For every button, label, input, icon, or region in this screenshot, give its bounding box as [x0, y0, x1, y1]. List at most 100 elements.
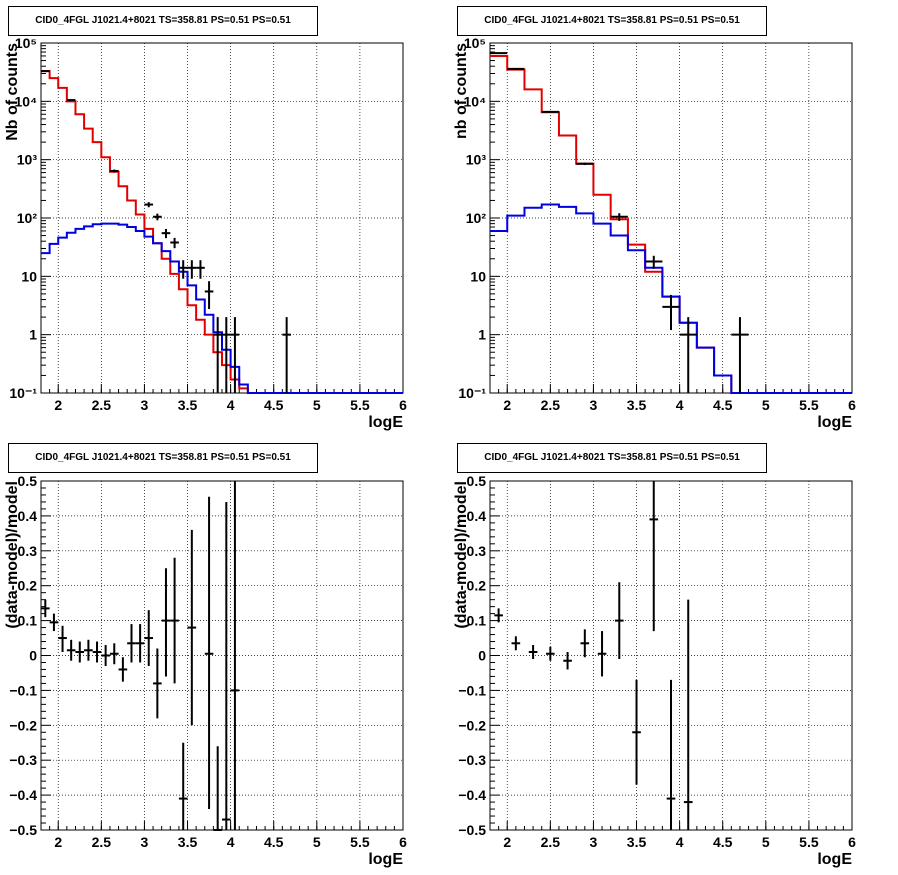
data-point	[161, 568, 171, 677]
x-tick-label: 5.5	[350, 834, 370, 850]
chart-svg-counts-left: 2 2.5 3 3.5 4 4.5 5 5.5 6 10⁻¹ 1 10 10² 10³ 10⁴ 10⁵ logE…	[4, 35, 407, 431]
data-point	[230, 481, 240, 830]
data-point	[576, 162, 594, 166]
data-point	[178, 260, 188, 279]
chart-svg-counts-right: 2 2.5 3 3.5 4 4.5 5 5.5 6 10⁻¹ 1 10 10² 10³ 10⁴ 10⁵ logE…	[453, 35, 856, 431]
y-tick-label: 10⁻¹	[458, 385, 486, 401]
y-axis-label: Nb of counts	[4, 43, 21, 141]
x-tick-label: 2	[54, 397, 62, 413]
data-point	[632, 679, 641, 785]
data-point	[187, 529, 197, 726]
y-tick-label: −0.5	[458, 822, 486, 838]
data-point	[118, 657, 128, 682]
histogram-series-blue	[41, 222, 403, 394]
x-tick-label: 4	[227, 834, 235, 850]
y-tick-label: 1	[29, 327, 37, 343]
x-tick-label: 3	[141, 834, 149, 850]
y-tick-label: 0.5	[18, 473, 38, 489]
y-tick-label: −0.1	[458, 682, 486, 698]
data-point	[213, 317, 222, 393]
x-tick-label: 2.5	[541, 397, 561, 413]
data-point	[222, 501, 231, 830]
x-tick-label: 3	[590, 834, 598, 850]
x-axis-label: logE	[817, 414, 852, 431]
x-axis-label: logE	[817, 851, 852, 868]
data-point	[135, 624, 145, 663]
x-tick-label: 3.5	[178, 834, 198, 850]
y-tick-label: 1	[478, 327, 486, 343]
data-point	[109, 169, 119, 173]
y-tick-label: −0.4	[9, 787, 37, 803]
data-point	[731, 317, 749, 393]
chart-panel-residuals-right: 2 2.5 3 3.5 4 4.5 5 5.5 6 −0.5 −0.4 −0.3 −0.2 −0.1 0 0.…	[449, 437, 898, 875]
y-tick-label: −0.1	[9, 682, 37, 698]
chart-title: CID0_4FGL J1021.4+8021 TS=358.81 PS=0.51…	[8, 6, 318, 36]
x-tick-label: 5	[313, 397, 321, 413]
chart-panel-counts-left: 2 2.5 3 3.5 4 4.5 5 5.5 6 10⁻¹ 1 10 10² 10³ 10⁴ 10⁵ logE…	[0, 0, 449, 437]
x-tick-label: 2.5	[541, 834, 561, 850]
y-tick-label: 0	[29, 648, 37, 664]
y-tick-label: 0.2	[18, 578, 38, 594]
x-tick-label: 3.5	[627, 397, 647, 413]
y-tick-label: 0.3	[18, 543, 38, 559]
chart-title: CID0_4FGL J1021.4+8021 TS=358.81 PS=0.51…	[8, 443, 318, 473]
data-point	[597, 631, 607, 677]
data-point	[528, 645, 538, 659]
chart-svg-residuals-right: 2 2.5 3 3.5 4 4.5 5 5.5 6 −0.5 −0.4 −0.3 −0.2 −0.1 0 0.…	[453, 473, 856, 868]
data-point	[222, 317, 231, 393]
data-point	[161, 228, 171, 239]
data-point	[153, 213, 162, 221]
data-point	[109, 643, 119, 665]
x-tick-label: 5	[762, 397, 770, 413]
x-tick-label: 2	[503, 834, 511, 850]
y-tick-label: 0.1	[18, 613, 38, 629]
data-point	[187, 260, 197, 279]
data-point	[66, 639, 76, 661]
data-point	[494, 608, 503, 623]
data-point	[144, 202, 154, 208]
data-point	[49, 613, 59, 632]
chart-panel-counts-right: 2 2.5 3 3.5 4 4.5 5 5.5 6 10⁻¹ 1 10 10² 10³ 10⁴ 10⁵ logE…	[449, 0, 898, 437]
x-axis-label: logE	[368, 414, 403, 431]
chart-panel-residuals-left: 2 2.5 3 3.5 4 4.5 5 5.5 6 −0.5 −0.4 −0.3 −0.2 −0.1 0 0.…	[0, 437, 449, 875]
x-tick-label: 5.5	[350, 397, 370, 413]
data-point	[204, 281, 214, 310]
data-point	[645, 255, 663, 269]
y-tick-label: 10³	[466, 152, 487, 168]
x-tick-label: 2.5	[92, 834, 112, 850]
data-point	[84, 639, 93, 661]
data-point	[170, 237, 179, 249]
x-tick-label: 5.5	[799, 397, 819, 413]
data-point	[507, 67, 525, 70]
x-tick-label: 4.5	[264, 397, 284, 413]
data-point	[563, 652, 572, 670]
x-tick-label: 6	[848, 834, 856, 850]
histogram-series-blue	[490, 203, 852, 394]
y-tick-label: 10⁵	[464, 35, 486, 51]
data-point	[101, 645, 110, 666]
x-tick-label: 5.5	[799, 834, 819, 850]
data-point	[666, 679, 676, 830]
y-axis-label: (data-model)/model	[4, 481, 21, 629]
x-tick-label: 4	[227, 397, 235, 413]
y-tick-label: 0.4	[18, 508, 38, 524]
data-point	[153, 648, 162, 719]
y-tick-label: −0.5	[9, 822, 37, 838]
y-tick-label: 10⁴	[15, 93, 38, 109]
x-tick-label: 2	[503, 397, 511, 413]
chart-title: CID0_4FGL J1021.4+8021 TS=358.81 PS=0.51…	[457, 443, 767, 473]
data-point	[541, 110, 559, 113]
x-tick-label: 4.5	[264, 834, 284, 850]
x-axis-label: logE	[368, 851, 403, 868]
y-tick-label: 0.3	[467, 543, 487, 559]
data-point	[490, 52, 508, 55]
data-point	[546, 646, 555, 661]
x-tick-label: 4	[676, 834, 684, 850]
y-tick-label: 10	[470, 268, 486, 284]
data-point	[144, 610, 154, 666]
x-tick-label: 6	[399, 397, 407, 413]
y-tick-label: 0.2	[467, 578, 487, 594]
data-point	[196, 260, 205, 279]
y-tick-label: 10⁵	[15, 35, 37, 51]
data-point	[649, 481, 659, 632]
